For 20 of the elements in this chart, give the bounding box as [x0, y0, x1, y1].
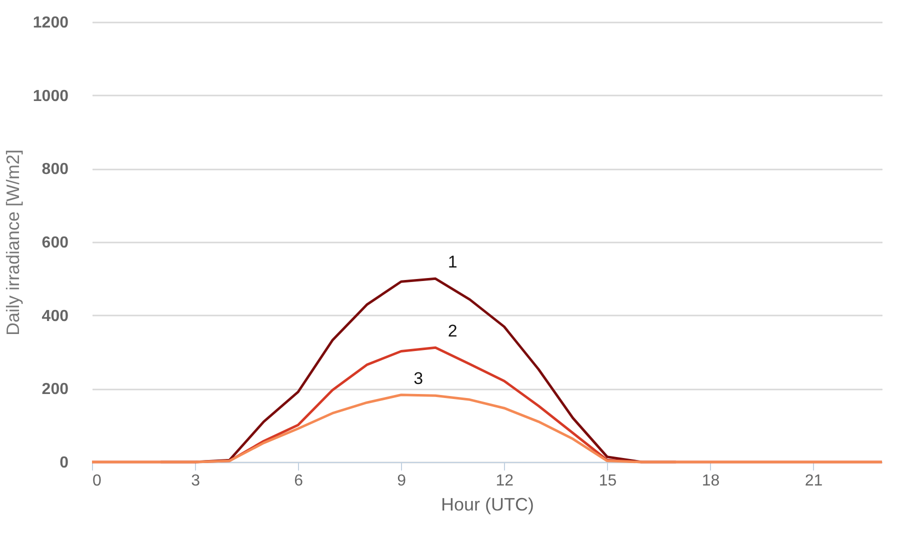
x-tick-label: 18 [702, 472, 720, 490]
y-tick-label: 200 [42, 381, 69, 398]
annotation: 1 [448, 252, 458, 272]
x-tick-label: 0 [92, 472, 102, 490]
annotation: 3 [414, 368, 424, 388]
y-axis-title: Daily irradiance [W/m2] [2, 149, 23, 336]
x-tick-label: 21 [804, 472, 823, 490]
x-tick-label: 6 [294, 472, 304, 490]
y-tick-label: 0 [60, 454, 69, 472]
y-tick-label: 800 [42, 161, 69, 178]
y-tick-label: 1000 [32, 88, 69, 105]
x-tick-label: 3 [191, 472, 200, 490]
x-tick-label: 15 [598, 472, 617, 490]
y-tick-label: 400 [42, 308, 69, 325]
annotation: 2 [448, 322, 458, 341]
x-tick-label: 12 [496, 472, 514, 490]
y-tick-label: 1200 [32, 14, 69, 32]
x-axis-title: Hour (UTC) [441, 494, 534, 514]
x-tick-label: 9 [397, 472, 406, 490]
y-tick-label: 600 [42, 234, 69, 252]
